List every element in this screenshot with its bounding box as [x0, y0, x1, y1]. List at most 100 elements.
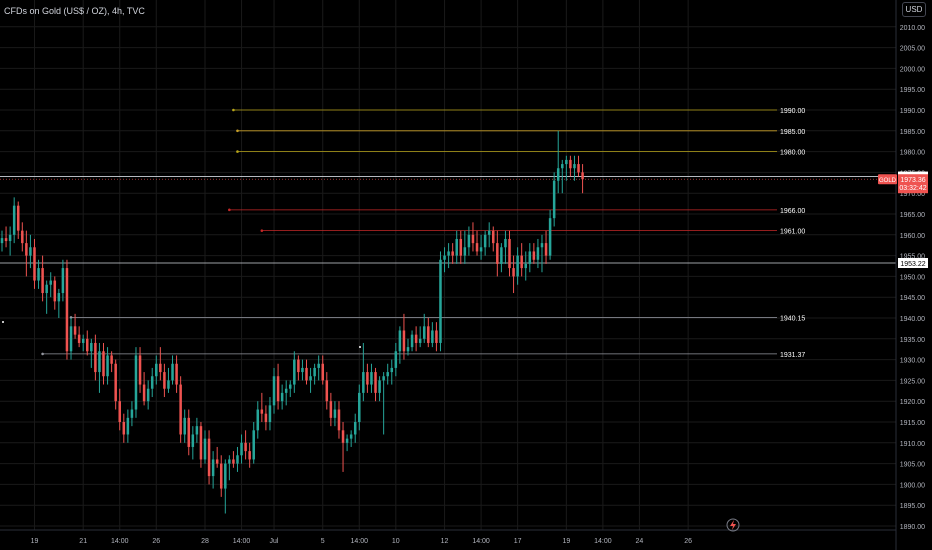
candle-up [49, 272, 52, 298]
candle-down [244, 430, 247, 460]
x-tick-label: 14:00 [233, 538, 251, 545]
candle-body [378, 380, 381, 393]
ray-anchor [236, 129, 239, 133]
candle-down [94, 334, 97, 381]
candle-body [321, 363, 324, 381]
y-tick-label: 1995.00 [900, 87, 925, 94]
candle-body [25, 243, 28, 256]
symbol-badge: GOLD [879, 178, 897, 184]
candle-up [284, 380, 288, 406]
y-tick-label: 1970.00 [900, 191, 925, 198]
candle-body [126, 417, 130, 435]
candle-body [329, 401, 333, 418]
candle-down [427, 318, 430, 348]
candle-up [146, 380, 150, 410]
y-tick-label: 1990.00 [900, 108, 925, 115]
lightning-icon[interactable] [726, 518, 740, 532]
candle-body [358, 392, 361, 422]
candle-up [8, 226, 12, 256]
candle-up [370, 363, 373, 393]
candle-body [248, 451, 251, 460]
x-tick-label: 19 [31, 538, 39, 545]
horizontal-levels: 1990.00 1985.00 1980.00 1966.00 1961.00 1940.… [0, 108, 896, 359]
currency-button[interactable]: USD [902, 2, 926, 17]
candle-body [536, 247, 540, 260]
candle-body [422, 326, 426, 339]
candle-body [8, 234, 12, 242]
candle-up [167, 367, 170, 393]
marker-dot [2, 321, 4, 323]
candle-up [313, 363, 316, 385]
candle-body [394, 351, 398, 368]
candle-down [138, 347, 142, 393]
candle-body [479, 247, 483, 252]
candle-up [106, 347, 109, 385]
candle-up [540, 234, 544, 273]
candle-up [483, 230, 487, 256]
candle-body [418, 338, 422, 343]
candle-down [459, 230, 463, 264]
candle-up [134, 347, 138, 418]
y-tick-label: 1945.00 [900, 295, 925, 302]
candle-up [98, 342, 101, 393]
x-tick-label: 26 [152, 538, 160, 545]
candle-up [487, 222, 491, 248]
candle-up [500, 243, 503, 273]
candle-down [329, 392, 333, 427]
candle-body [272, 376, 276, 406]
candle-body [374, 372, 377, 393]
candle-body [41, 268, 44, 294]
x-tick-label: 14:00 [472, 538, 490, 545]
y-tick-label: 2000.00 [900, 66, 925, 73]
candle-body [175, 363, 178, 385]
candle-up [81, 334, 85, 352]
candle-body [219, 463, 223, 489]
candle-up [272, 367, 276, 414]
ray-anchor [236, 150, 239, 153]
x-tick-label: 14:00 [111, 538, 129, 545]
x-tick-label: 12 [441, 538, 449, 545]
candle-body [276, 376, 280, 402]
candle-up [516, 247, 519, 285]
candle-up [565, 155, 568, 181]
candle-body [232, 459, 235, 464]
y-tick-label: 1930.00 [900, 358, 925, 365]
candle-up [382, 372, 385, 435]
candle-down [508, 230, 511, 277]
candle-body [447, 251, 450, 256]
candle-body [483, 234, 487, 248]
candle-down [366, 363, 369, 393]
candle-up [386, 363, 389, 385]
x-tick-label: 5 [321, 538, 325, 545]
axis-label: 1953.22 [900, 261, 925, 268]
candle-body [142, 384, 146, 402]
y-tick-label: 1940.00 [900, 316, 925, 323]
y-tick-label: 1895.00 [900, 503, 925, 510]
candle-up [45, 280, 48, 314]
candle-body [532, 251, 536, 260]
candle-down [41, 255, 44, 302]
candle-body [236, 455, 239, 464]
candle-body [224, 463, 227, 489]
candle-down [544, 230, 548, 264]
ray-label: 1931.37 [780, 352, 805, 359]
candle-down [175, 355, 178, 393]
candle-body [561, 164, 564, 169]
candle-body [61, 268, 65, 294]
ray-anchor [41, 352, 44, 356]
candle-down [337, 401, 341, 439]
candle-down [414, 326, 418, 352]
candle-up [406, 338, 410, 356]
candle-body [65, 268, 69, 352]
candle-up [467, 226, 471, 256]
candle-up [390, 359, 394, 385]
candle-down [33, 238, 36, 289]
candlesticks [0, 130, 584, 514]
candle-body [98, 351, 101, 373]
ray-label: 1980.00 [780, 150, 805, 157]
candle-body [540, 243, 544, 248]
candle-up [431, 322, 434, 348]
candle-down [305, 359, 308, 385]
